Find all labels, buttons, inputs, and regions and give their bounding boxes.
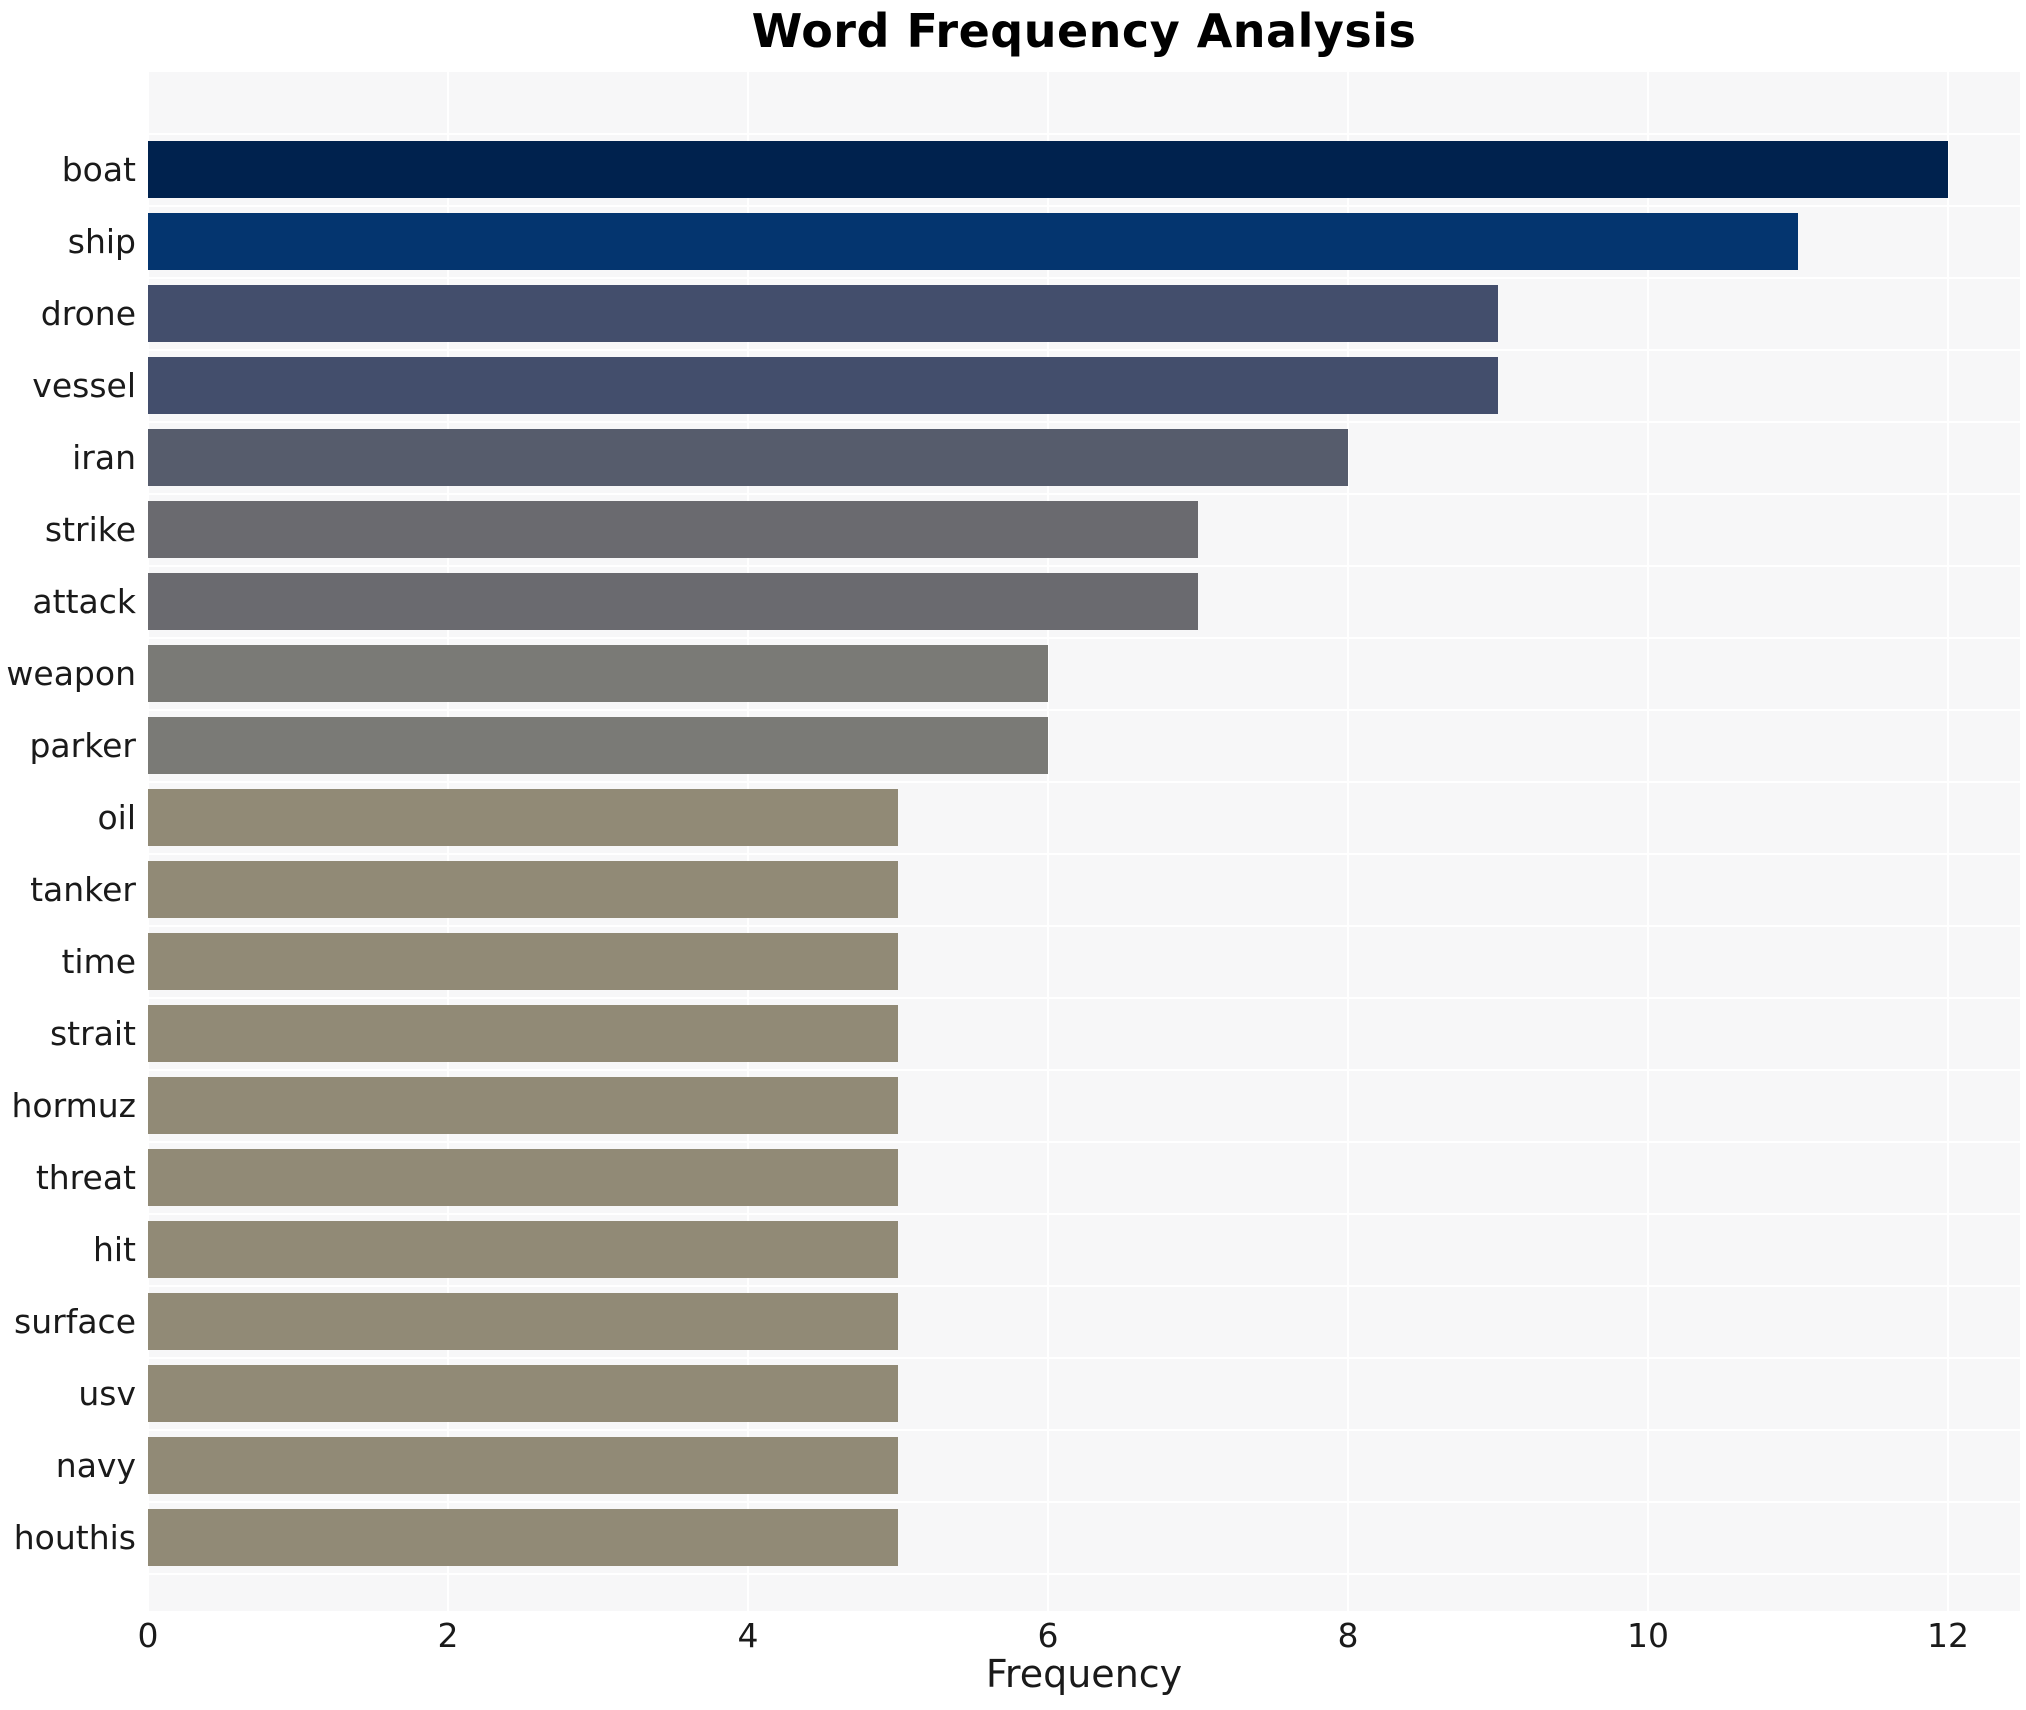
y-tick-label-time: time <box>61 942 136 981</box>
h-gridline <box>148 1428 2020 1431</box>
plot-area <box>147 72 2020 1611</box>
bar-weapon <box>148 645 1048 702</box>
y-tick-label-iran: iran <box>72 438 136 477</box>
y-tick-label-drone: drone <box>40 294 136 333</box>
h-gridline <box>148 348 2020 351</box>
x-tick-label-8: 8 <box>1337 1616 1359 1655</box>
bar-strait <box>148 1005 898 1062</box>
bar-threat <box>148 1149 898 1206</box>
y-tick-label-houthis: houthis <box>13 1518 136 1557</box>
x-axis-label: Frequency <box>985 1652 1183 1696</box>
y-tick-label-attack: attack <box>32 582 136 621</box>
h-gridline <box>148 780 2020 783</box>
bar-hit <box>148 1221 898 1278</box>
bar-time <box>148 933 898 990</box>
y-tick-label-parker: parker <box>29 726 136 765</box>
h-gridline <box>148 420 2020 423</box>
v-gridline <box>1347 72 1349 1611</box>
h-gridline <box>148 924 2020 927</box>
h-gridline <box>148 1068 2020 1071</box>
v-gridline <box>1947 72 1949 1611</box>
x-tick-label-0: 0 <box>137 1616 159 1655</box>
y-tick-label-usv: usv <box>78 1374 136 1413</box>
bar-drone <box>148 285 1498 342</box>
h-gridline <box>148 1356 2020 1359</box>
h-gridline <box>148 996 2020 999</box>
h-gridline <box>148 852 2020 855</box>
h-gridline <box>148 636 2020 639</box>
bar-oil <box>148 789 898 846</box>
h-gridline <box>148 132 2020 135</box>
bar-iran <box>148 429 1348 486</box>
h-gridline <box>148 204 2020 207</box>
y-tick-label-weapon: weapon <box>6 654 136 693</box>
x-tick-label-4: 4 <box>737 1616 759 1655</box>
y-tick-label-hit: hit <box>92 1230 136 1269</box>
v-gridline <box>1047 72 1049 1611</box>
y-tick-label-surface: surface <box>14 1302 136 1341</box>
bar-boat <box>148 141 1948 198</box>
bar-usv <box>148 1365 898 1422</box>
x-tick-label-6: 6 <box>1037 1616 1059 1655</box>
y-tick-label-strike: strike <box>44 510 136 549</box>
h-gridline <box>148 708 2020 711</box>
h-gridline <box>148 492 2020 495</box>
y-tick-label-strait: strait <box>49 1014 136 1053</box>
v-gridline <box>1647 72 1649 1611</box>
y-tick-label-tanker: tanker <box>30 870 136 909</box>
chart-title: Word Frequency Analysis <box>751 4 1417 58</box>
x-tick-label-2: 2 <box>437 1616 459 1655</box>
bar-attack <box>148 573 1198 630</box>
bar-vessel <box>148 357 1498 414</box>
bar-ship <box>148 213 1798 270</box>
y-tick-label-oil: oil <box>97 798 136 837</box>
bar-surface <box>148 1293 898 1350</box>
h-gridline <box>148 1500 2020 1503</box>
bar-strike <box>148 501 1198 558</box>
x-tick-label-10: 10 <box>1627 1616 1669 1655</box>
y-tick-label-hormuz: hormuz <box>11 1086 136 1125</box>
h-gridline <box>148 1140 2020 1143</box>
h-gridline <box>148 276 2020 279</box>
bar-houthis <box>148 1509 898 1566</box>
bar-navy <box>148 1437 898 1494</box>
h-gridline <box>148 1284 2020 1287</box>
bar-hormuz <box>148 1077 898 1134</box>
y-tick-label-vessel: vessel <box>32 366 136 405</box>
x-tick-label-12: 12 <box>1927 1616 1969 1655</box>
bar-tanker <box>148 861 898 918</box>
y-tick-label-navy: navy <box>55 1446 136 1485</box>
y-tick-label-threat: threat <box>35 1158 136 1197</box>
y-tick-label-ship: ship <box>67 222 136 261</box>
h-gridline <box>148 1212 2020 1215</box>
bar-parker <box>148 717 1048 774</box>
h-gridline <box>148 1572 2020 1575</box>
h-gridline <box>148 564 2020 567</box>
y-tick-label-boat: boat <box>61 150 136 189</box>
